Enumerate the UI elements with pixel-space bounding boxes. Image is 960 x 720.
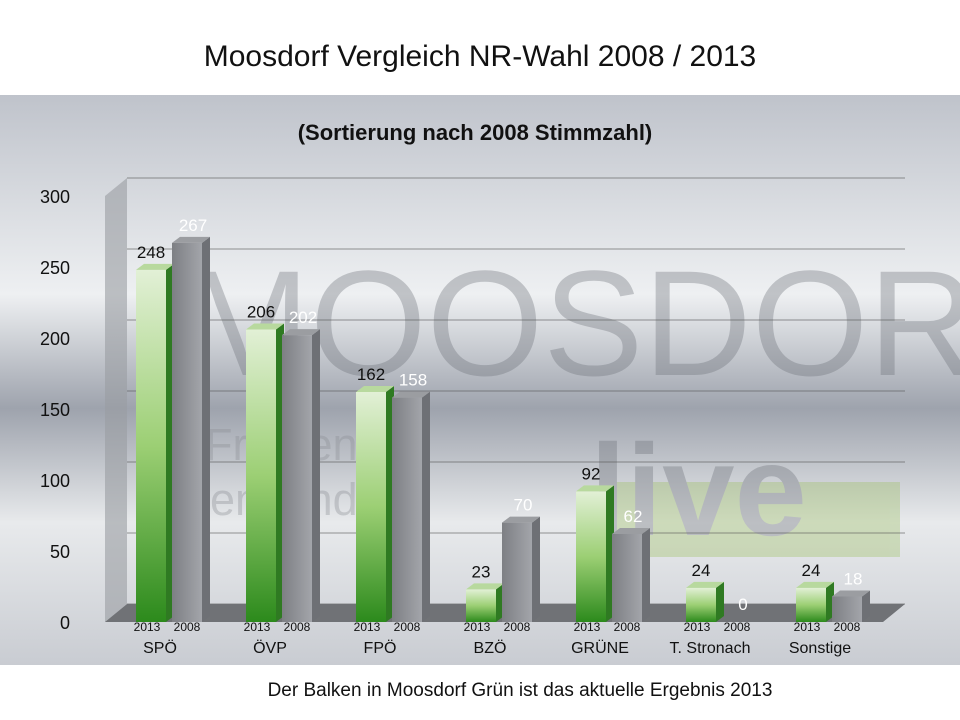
bar	[356, 391, 386, 622]
bar-side	[202, 236, 210, 623]
data-label: 206	[247, 302, 275, 321]
sub-label: 2013	[134, 620, 161, 634]
data-label: 70	[514, 496, 533, 515]
y-tick-label: 100	[40, 471, 70, 491]
data-label: 18	[844, 569, 863, 588]
bar-top	[576, 485, 614, 492]
sub-label: 2013	[354, 620, 381, 634]
bar-top	[686, 581, 724, 588]
y-tick-label: 50	[50, 542, 70, 562]
bar	[576, 491, 606, 622]
data-label: 202	[289, 308, 317, 327]
bar-top	[502, 516, 540, 523]
y-tick-label: 150	[40, 400, 70, 420]
bar-side	[716, 581, 724, 622]
x-tick-label: FPÖ	[364, 639, 397, 657]
bar-top	[356, 385, 394, 392]
y-tick-label: 200	[40, 329, 70, 349]
sub-label: 2008	[614, 620, 641, 634]
bar-top	[282, 329, 320, 336]
sub-label: 2008	[504, 620, 531, 634]
bar	[612, 533, 642, 622]
bar-side	[422, 391, 430, 622]
sub-label: 2013	[794, 620, 821, 634]
bar-side	[862, 590, 870, 622]
bar	[686, 587, 716, 622]
bar-top	[466, 583, 504, 590]
bar	[466, 589, 496, 622]
bar-top	[796, 581, 834, 588]
bar	[246, 329, 276, 622]
data-label: 267	[179, 216, 207, 235]
sub-label: 2008	[394, 620, 421, 634]
bar	[172, 242, 202, 623]
bar	[502, 522, 532, 622]
sub-label: 2008	[174, 620, 201, 634]
footnote: Der Balken in Moosdorf Grün ist das aktu…	[267, 680, 773, 701]
bar	[832, 596, 862, 622]
sub-label: 2013	[574, 620, 601, 634]
data-label: 24	[692, 561, 711, 580]
sub-label: 2013	[684, 620, 711, 634]
y-tick-label: 300	[40, 187, 70, 207]
bar-top	[612, 527, 650, 534]
bar	[136, 269, 166, 622]
bar-top	[172, 236, 210, 243]
sub-label: 2013	[244, 620, 271, 634]
x-tick-label: T. Stronach	[670, 640, 751, 657]
sub-label: 2008	[724, 620, 751, 634]
bar-side	[312, 329, 320, 622]
chart-title: (Sortierung nach 2008 Stimmzahl)	[298, 120, 653, 145]
bar-top	[136, 263, 174, 270]
x-tick-label: GRÜNE	[571, 639, 629, 657]
data-label: 162	[357, 365, 385, 384]
x-tick-label: ÖVP	[253, 639, 287, 657]
data-label: 62	[624, 507, 643, 526]
y-tick-label: 250	[40, 258, 70, 278]
bar-top	[392, 391, 430, 398]
bar	[282, 335, 312, 622]
data-label: 0	[738, 595, 747, 614]
data-label: 92	[582, 464, 601, 483]
bar	[796, 587, 826, 622]
x-tick-label: Sonstige	[789, 640, 851, 657]
bar-side	[642, 527, 650, 622]
bar-side	[532, 516, 540, 622]
data-label: 24	[802, 561, 821, 580]
side-wall	[105, 178, 127, 622]
data-label: 248	[137, 243, 165, 262]
y-tick-label: 0	[60, 613, 70, 633]
data-label: 158	[399, 371, 427, 390]
sub-label: 2013	[464, 620, 491, 634]
data-label: 23	[472, 562, 491, 581]
bar-top	[246, 323, 284, 330]
page-title: Moosdorf Vergleich NR-Wahl 2008 / 2013	[203, 40, 757, 73]
bar	[392, 397, 422, 622]
sub-label: 2008	[834, 620, 861, 634]
sub-label: 2008	[284, 620, 311, 634]
x-tick-label: SPÖ	[143, 639, 177, 657]
bar-top	[832, 590, 870, 597]
x-tick-label: BZÖ	[474, 639, 507, 657]
